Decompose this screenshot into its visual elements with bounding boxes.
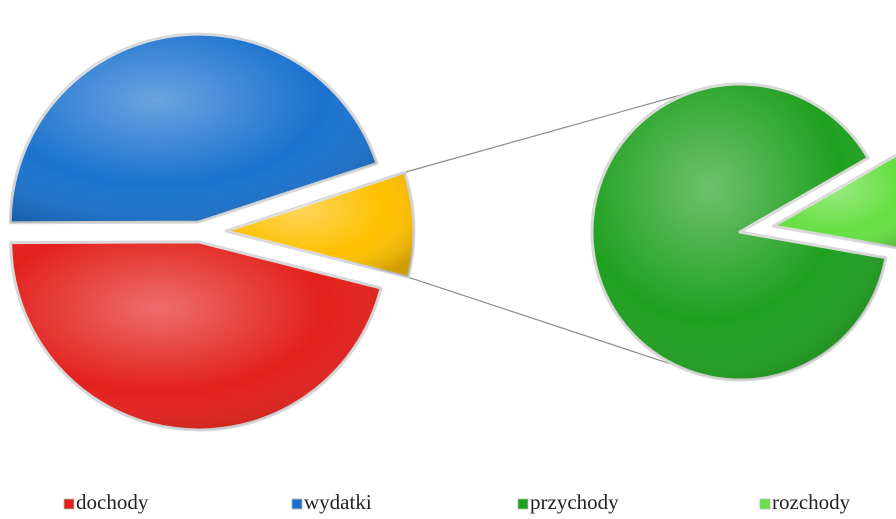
legend-swatch — [291, 498, 303, 510]
legend: dochody wydatki przychody rozchody — [63, 490, 851, 514]
legend-label: przychody — [530, 490, 619, 514]
legend-swatch — [517, 498, 529, 510]
legend-swatch — [759, 498, 771, 510]
legend-label: dochody — [76, 490, 149, 514]
pies — [8, 32, 896, 432]
other-slice-shine — [225, 172, 414, 278]
legend-label: wydatki — [304, 490, 372, 514]
connector-line — [408, 276, 678, 367]
legend-label: rozchody — [772, 490, 851, 514]
connector-line — [404, 90, 695, 173]
connectors — [404, 90, 695, 367]
secondary-slice-shine — [592, 84, 886, 381]
legend-swatch — [63, 498, 75, 510]
pie-slice-shine — [10, 34, 377, 223]
pie-slice-shine — [10, 241, 382, 430]
secondary-slice-shine — [773, 155, 896, 248]
